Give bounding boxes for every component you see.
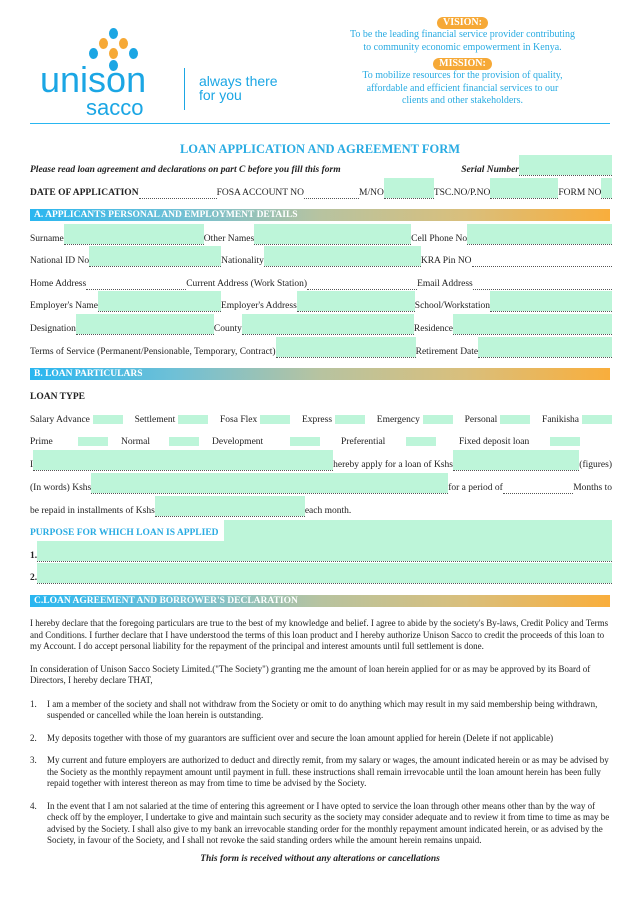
home-address-field[interactable]	[86, 280, 187, 290]
school-workstation-field[interactable]	[490, 291, 612, 312]
tsc-number-field[interactable]	[490, 178, 559, 199]
logo-word-unison: unison	[40, 59, 147, 100]
checkbox	[92, 415, 123, 425]
county-field[interactable]	[241, 314, 414, 335]
current-address-field[interactable]	[307, 280, 418, 290]
loan-type-option[interactable]: Emergency	[377, 414, 453, 426]
kra-pin-field[interactable]	[471, 257, 612, 267]
date-of-application-field[interactable]	[138, 189, 217, 199]
checkbox	[260, 415, 291, 425]
loan-type-option[interactable]: Settlement	[135, 414, 209, 426]
loan-type-option[interactable]: Prime	[30, 436, 121, 448]
purpose-field[interactable]	[223, 520, 612, 541]
checkbox	[422, 415, 453, 425]
page-title: LOAN APPLICATION AND AGREEMENT FORM	[179, 142, 461, 156]
serial-number-field[interactable]	[519, 155, 612, 176]
checkbox	[406, 437, 436, 447]
national-id-field[interactable]	[89, 246, 222, 267]
declaration-section: I hereby declare that the foregoing part…	[30, 618, 612, 865]
other-names-field[interactable]	[254, 224, 412, 245]
loan-period-field[interactable]	[502, 484, 574, 494]
form-number-field[interactable]	[601, 178, 612, 199]
checkbox	[169, 437, 199, 447]
vision-label: VISION:	[437, 17, 488, 29]
fosa-account-field[interactable]	[304, 189, 360, 199]
loan-type-option[interactable]: Express	[302, 414, 366, 426]
checkbox	[582, 415, 612, 425]
applicant-name-field[interactable]	[33, 450, 334, 471]
declaration-item: 1. I am a member of the society and shall…	[30, 698, 598, 721]
checkbox	[178, 415, 209, 425]
checkbox	[550, 437, 580, 447]
purpose-label: PURPOSE FOR WHICH LOAN IS APPLIED	[30, 528, 219, 538]
loan-type-option[interactable]: Salary Advance	[30, 414, 123, 426]
surname-field[interactable]	[63, 224, 204, 245]
header-divider	[30, 123, 610, 124]
purpose-line-1[interactable]	[37, 541, 612, 562]
cell-phone-field[interactable]	[467, 224, 612, 245]
loan-type-option[interactable]: Development	[212, 436, 341, 448]
mission-label: MISSION:	[433, 58, 492, 70]
loan-type-option[interactable]: Preferential	[341, 436, 459, 448]
tagline: always there for you	[199, 73, 278, 103]
email-address-field[interactable]	[472, 280, 612, 290]
loan-type-option[interactable]: Fixed deposit loan	[459, 436, 580, 448]
installment-amount-field[interactable]	[154, 496, 305, 517]
loan-types-row-1: Salary Advance Settlement Fosa Flex Expr…	[30, 414, 612, 426]
declaration-item: 2. My deposits together with those of my …	[30, 732, 554, 743]
residence-field[interactable]	[452, 314, 612, 335]
footer-note: This form is received without any altera…	[200, 853, 440, 864]
declaration-paragraph-1: I hereby declare that the foregoing part…	[30, 618, 609, 651]
employer-address-field[interactable]	[296, 291, 415, 312]
section-a-header: A. APPLICANTS PERSONAL AND EMPLOYMENT DE…	[30, 209, 610, 221]
retirement-date-field[interactable]	[478, 337, 612, 358]
loan-amount-figures-field[interactable]	[452, 450, 580, 471]
section-c-header: C.LOAN AGREEMENT AND BORROWER'S DECLARAT…	[30, 595, 610, 607]
loan-type-label: LOAN TYPE	[30, 392, 85, 402]
checkbox	[78, 437, 108, 447]
checkbox	[500, 415, 531, 425]
logo-word-sacco: sacco	[86, 95, 144, 120]
loan-type-option[interactable]: Personal	[465, 414, 531, 426]
member-number-field[interactable]	[383, 178, 434, 199]
vision: VISION: To be the leading financial serv…	[349, 17, 576, 106]
section-b-header: B. LOAN PARTICULARS	[30, 368, 610, 380]
declaration-item: 3. My current and future employers are au…	[30, 755, 609, 788]
checkbox	[335, 415, 366, 425]
loan-types-row-2: Prime Normal Development Preferential Fi…	[30, 436, 612, 448]
designation-field[interactable]	[75, 314, 214, 335]
declaration-paragraph-2: In consideration of Unison Sacco Society…	[30, 663, 591, 686]
purpose-line-2[interactable]	[37, 563, 612, 584]
employer-name-field[interactable]	[97, 291, 221, 312]
notice: Please read loan agreement and declarati…	[30, 165, 341, 175]
loan-type-option[interactable]: Fanikisha	[542, 414, 612, 426]
nationality-field[interactable]	[263, 246, 421, 267]
terms-of-service-field[interactable]	[275, 337, 416, 358]
declaration-item: 4. In the event that I am not salaried at…	[30, 800, 610, 846]
loan-amount-words-field[interactable]	[91, 473, 449, 494]
checkbox	[290, 437, 320, 447]
loan-type-option[interactable]: Normal	[121, 436, 212, 448]
loan-type-option[interactable]: Fosa Flex	[220, 414, 291, 426]
